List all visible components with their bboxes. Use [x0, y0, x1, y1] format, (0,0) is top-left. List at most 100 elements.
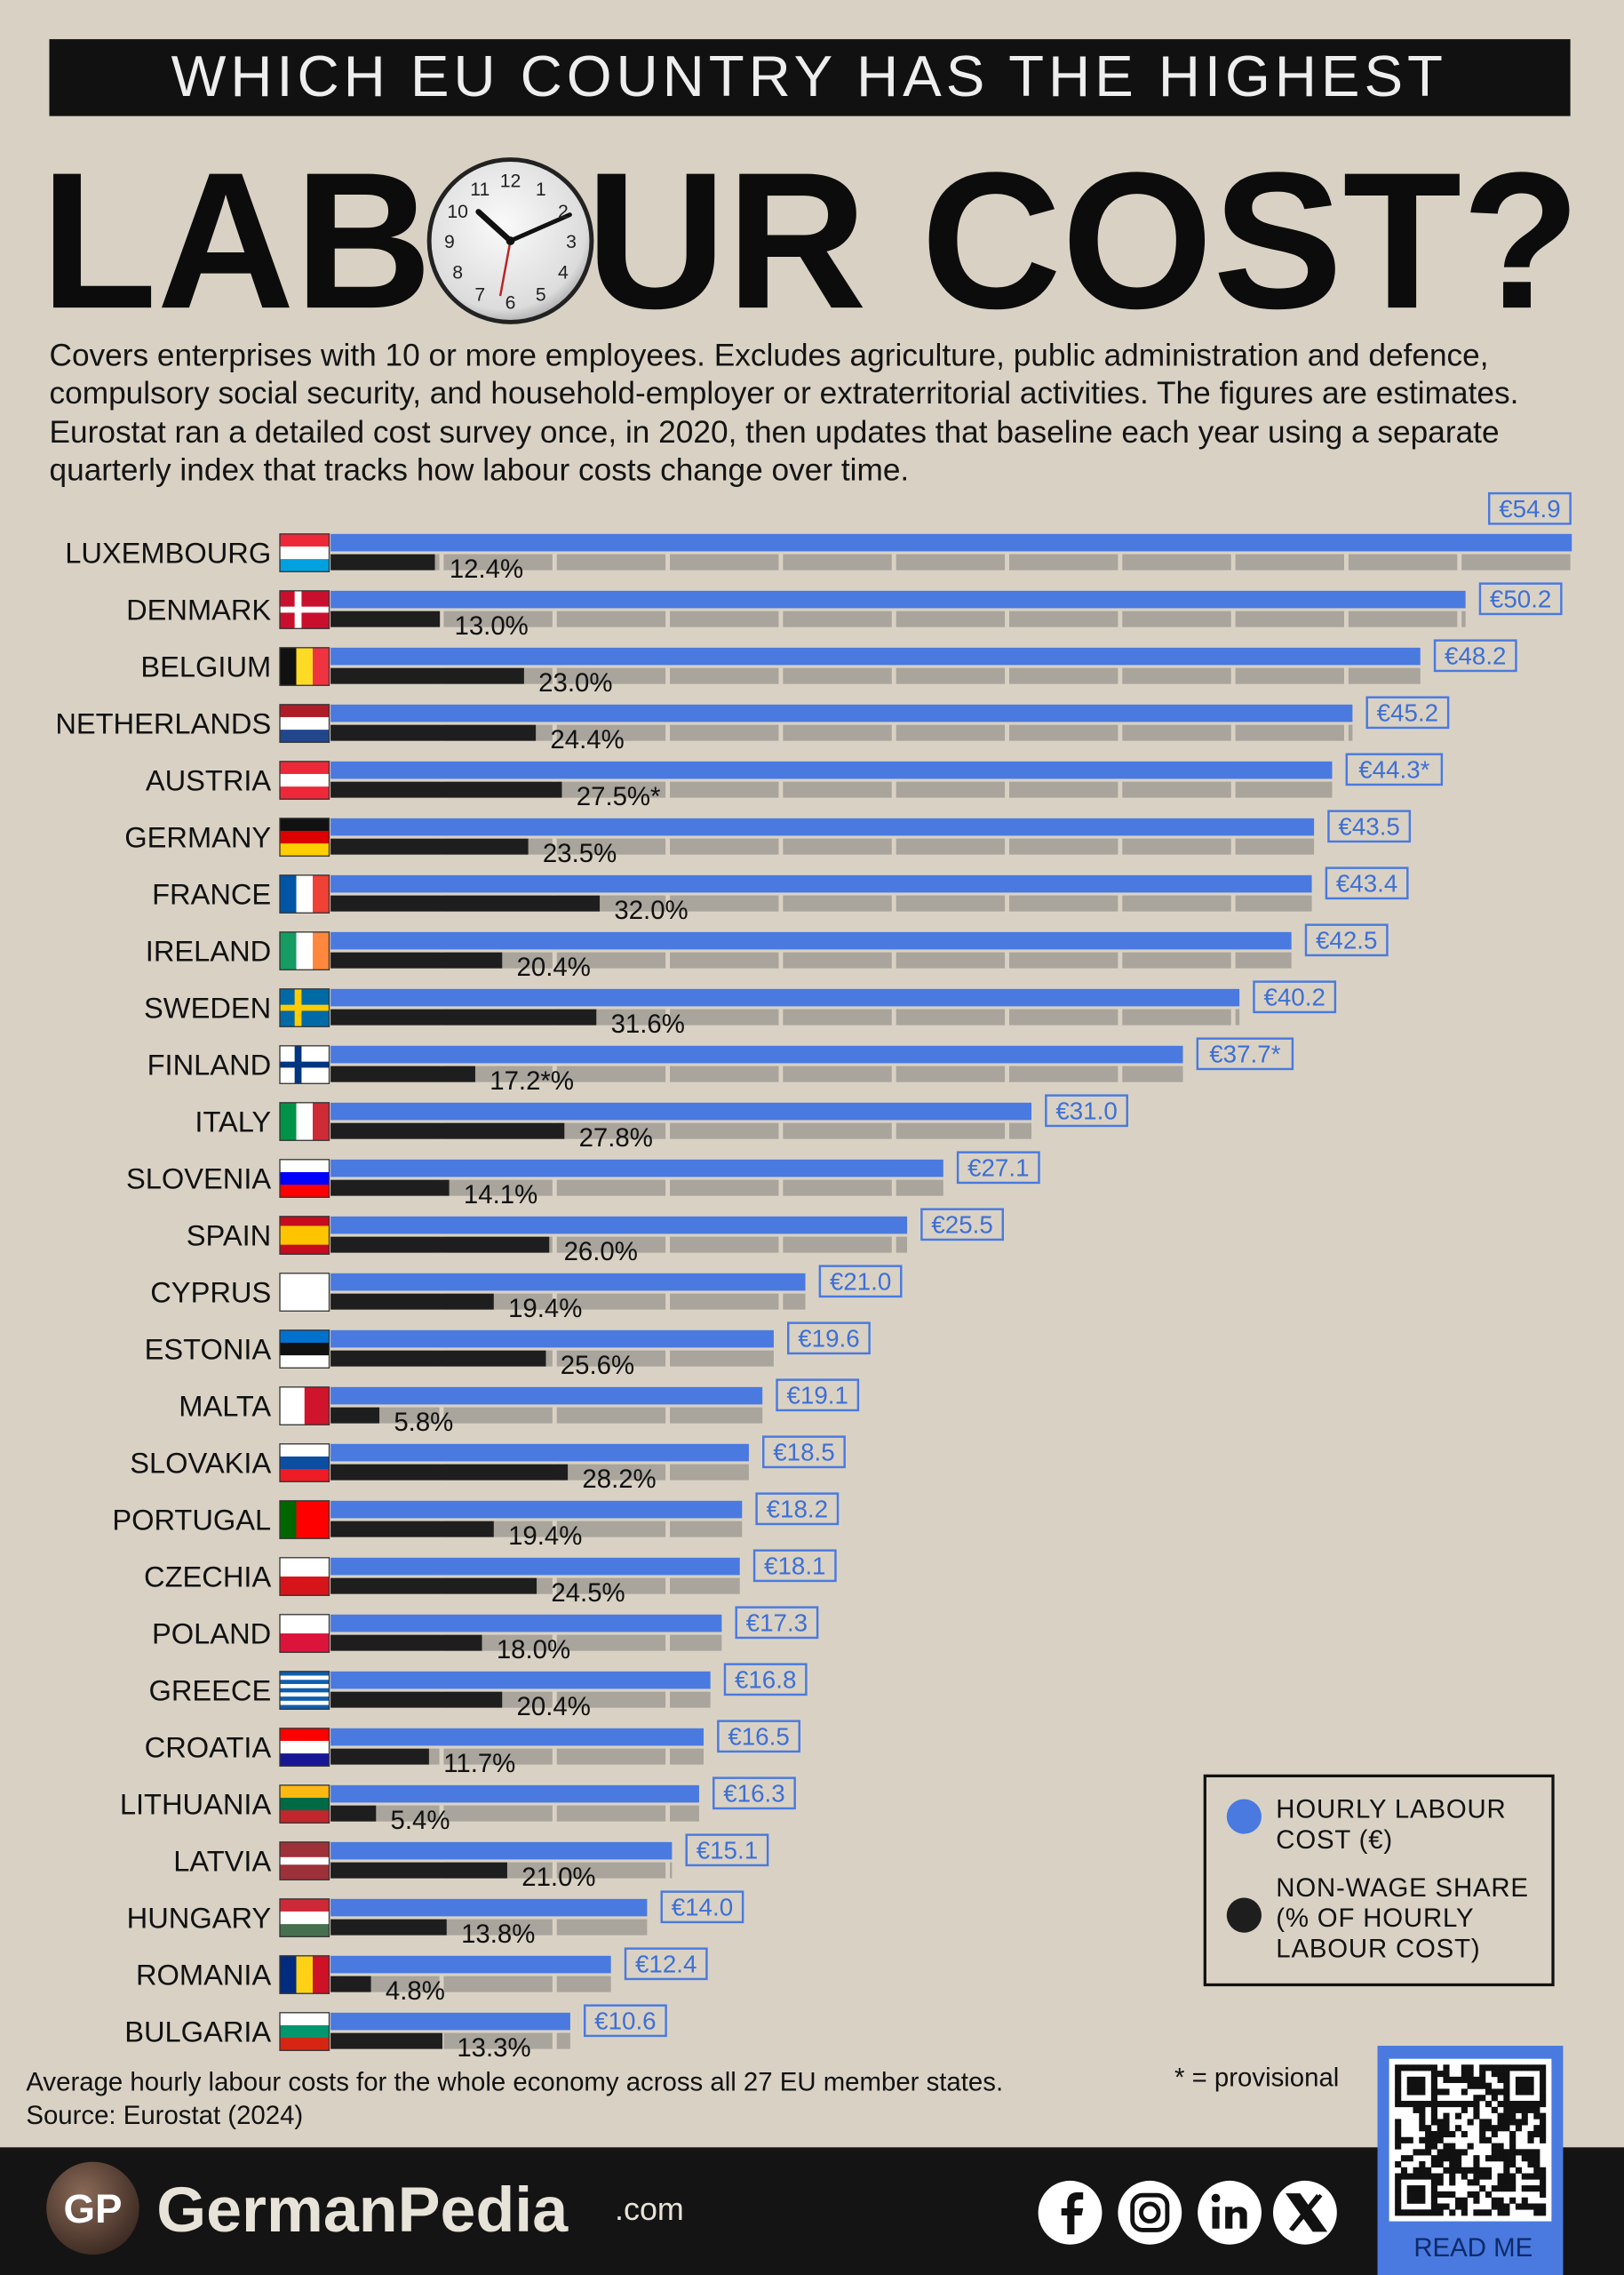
cost-bar	[330, 931, 1292, 950]
qr-cell	[1503, 2185, 1510, 2192]
country-label: PORTUGAL	[112, 1503, 271, 1536]
qr-cell	[1430, 2203, 1437, 2210]
qr-cell	[1449, 2101, 1456, 2108]
qr-cell	[1540, 2119, 1547, 2126]
qr-cell	[1467, 2082, 1474, 2089]
flag-border	[279, 988, 330, 1027]
flag-border	[279, 1728, 330, 1767]
share-label: 5.4%	[391, 1806, 450, 1835]
flag-stripe	[296, 647, 314, 686]
country-label: BELGIUM	[140, 650, 271, 682]
qr-cell	[1419, 2088, 1426, 2095]
qr-cell	[1540, 2185, 1547, 2192]
qr-cell	[1521, 2119, 1528, 2126]
flag-stripe	[280, 1849, 330, 1858]
qr-cell	[1521, 2088, 1528, 2095]
qr-cell	[1491, 2064, 1498, 2071]
qr-cell	[1443, 2071, 1450, 2078]
qr-cell	[1467, 2143, 1474, 2150]
qr-cell	[1425, 2064, 1432, 2071]
cost-bar	[330, 1500, 743, 1519]
qr-cell	[1430, 2071, 1437, 2078]
qr-cell	[1533, 2101, 1540, 2108]
row: SWEDEN 31.6% €40.2	[144, 980, 1337, 1039]
country-label: LATVIA	[173, 1844, 271, 1877]
flag-stripe	[280, 1342, 330, 1356]
qr-cell	[1479, 2167, 1486, 2174]
qr-cell	[1540, 2130, 1547, 2138]
qr-cell	[1540, 2076, 1547, 2083]
row: GREECE 20.4% €16.8	[148, 1663, 808, 1721]
qr-cell	[1395, 2203, 1402, 2210]
row: SPAIN 26.0% €25.5	[187, 1208, 1005, 1266]
row: CYPRUS 19.4% €21.0	[150, 1265, 903, 1323]
cost-bar	[330, 1216, 908, 1234]
qr-cell	[1497, 2125, 1504, 2132]
share-bar	[330, 1179, 450, 1196]
qr-cell	[1473, 2155, 1480, 2162]
cost-label: €37.7*	[1209, 1041, 1280, 1068]
qr-cell	[1413, 2167, 1420, 2174]
share-label: 13.8%	[461, 1920, 535, 1949]
share-bar	[330, 1862, 507, 1879]
qr-cell	[1527, 2076, 1534, 2083]
clock-pin	[506, 236, 515, 245]
flag-stripe	[280, 1159, 330, 1173]
qr-cell	[1467, 2076, 1474, 2083]
qr-cell	[1430, 2155, 1437, 2162]
qr-cell	[1443, 2076, 1450, 2083]
qr-cell	[1395, 2197, 1402, 2204]
share-bar	[330, 1919, 447, 1936]
qr-cell	[1527, 2082, 1534, 2089]
share-bar	[330, 611, 441, 627]
share-label: 23.5%	[543, 839, 617, 868]
qr-cell	[1479, 2076, 1486, 2083]
flag-stripe	[280, 533, 330, 547]
share-label: 19.4%	[508, 1294, 582, 1323]
country-label: SLOVENIA	[126, 1161, 271, 1194]
qr-cell	[1503, 2106, 1510, 2113]
qr-cell	[1497, 2197, 1504, 2204]
qr-cell	[1485, 2088, 1493, 2095]
flag-stripe	[280, 818, 330, 832]
qr-cell	[1400, 2209, 1408, 2216]
qr-cell	[1455, 2125, 1462, 2132]
brand-name: GermanPedia	[156, 2175, 569, 2246]
cost-label-box	[1487, 491, 1572, 525]
qr-cell	[1515, 2064, 1523, 2071]
cost-label: €18.5	[773, 1439, 834, 1466]
qr-cell	[1425, 2167, 1432, 2174]
share-label: 27.8%	[579, 1123, 653, 1153]
qr-cell	[1395, 2064, 1402, 2071]
qr-cell	[1406, 2173, 1413, 2180]
qr-cell	[1419, 2167, 1426, 2174]
qr-cell	[1455, 2167, 1462, 2174]
cost-label: €16.5	[728, 1723, 789, 1751]
qr-cell	[1413, 2076, 1420, 2083]
cost-label-box	[624, 1947, 708, 1981]
qr-cell	[1400, 2101, 1408, 2108]
flag-stripe	[280, 1329, 330, 1344]
qr-cell	[1503, 2101, 1510, 2108]
country-label: ITALY	[195, 1105, 271, 1138]
flag-stripe	[280, 1614, 330, 1634]
instagram-icon[interactable]	[1118, 2180, 1182, 2245]
share-label: 20.4%	[517, 1692, 591, 1721]
cost-label: €12.4	[635, 1951, 697, 1978]
flag-border	[279, 1102, 330, 1141]
qr-cell	[1503, 2082, 1510, 2089]
qr-cell	[1443, 2125, 1450, 2132]
flag-stripe	[280, 1911, 330, 1925]
flag-stripe	[280, 1675, 330, 1680]
provisional-note: * = provisional	[1174, 2063, 1339, 2093]
qr-cell	[1497, 2101, 1504, 2108]
flag-stripe	[312, 931, 330, 970]
country-label: SLOVAKIA	[130, 1446, 271, 1479]
share-label: 4.8%	[386, 1976, 445, 2006]
qr-cell	[1515, 2203, 1523, 2210]
logo	[46, 2161, 139, 2255]
share-bar	[330, 1009, 597, 1026]
qr-cell	[1509, 2064, 1517, 2071]
qr-cell	[1419, 2106, 1426, 2113]
cost-bar	[330, 1728, 705, 1746]
